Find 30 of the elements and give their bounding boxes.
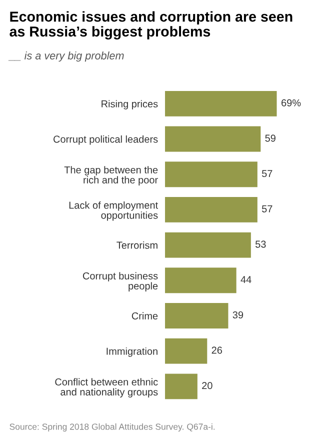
text: __ is a very big problem xyxy=(8,52,124,62)
bar xyxy=(165,232,251,258)
data-label: 57 xyxy=(262,205,272,212)
y-tick-label: Corrupt political leaders xyxy=(54,135,158,145)
data-label: 20 xyxy=(202,382,212,390)
source-note: Source: Spring 2018 Global Attitudes Survey. Q67a-i. xyxy=(10,423,215,432)
bar xyxy=(165,90,277,116)
data-label: 69% xyxy=(282,99,301,106)
bar xyxy=(165,196,258,222)
y-tick-label: Conflict between ethnic and nationality groups xyxy=(55,378,158,398)
bar xyxy=(165,338,208,364)
y-tick-label: The gap between the rich and the poor xyxy=(64,166,158,186)
data-label: 53 xyxy=(255,240,266,248)
data-label: 39 xyxy=(232,311,244,318)
data-label: 44 xyxy=(240,276,252,283)
y-tick-label: Corrupt business people xyxy=(82,272,158,292)
bar xyxy=(165,162,258,188)
bar xyxy=(165,374,198,400)
y-tick-label: Terrorism xyxy=(116,241,158,249)
bar xyxy=(165,303,228,328)
bar xyxy=(165,126,261,152)
data-label: 59 xyxy=(265,134,276,142)
y-tick-label: Immigration xyxy=(106,347,158,357)
data-label: 26 xyxy=(212,346,222,354)
y-tick-label: Crime xyxy=(132,312,158,320)
y-tick-label: Lack of employment opportunities xyxy=(69,201,158,221)
y-tick-label: Rising prices xyxy=(102,100,158,110)
bar xyxy=(165,268,236,294)
chart-title: Economic issues and corruption are seen as Russia’s biggest problems xyxy=(10,11,292,40)
data-label: 57 xyxy=(262,170,272,178)
